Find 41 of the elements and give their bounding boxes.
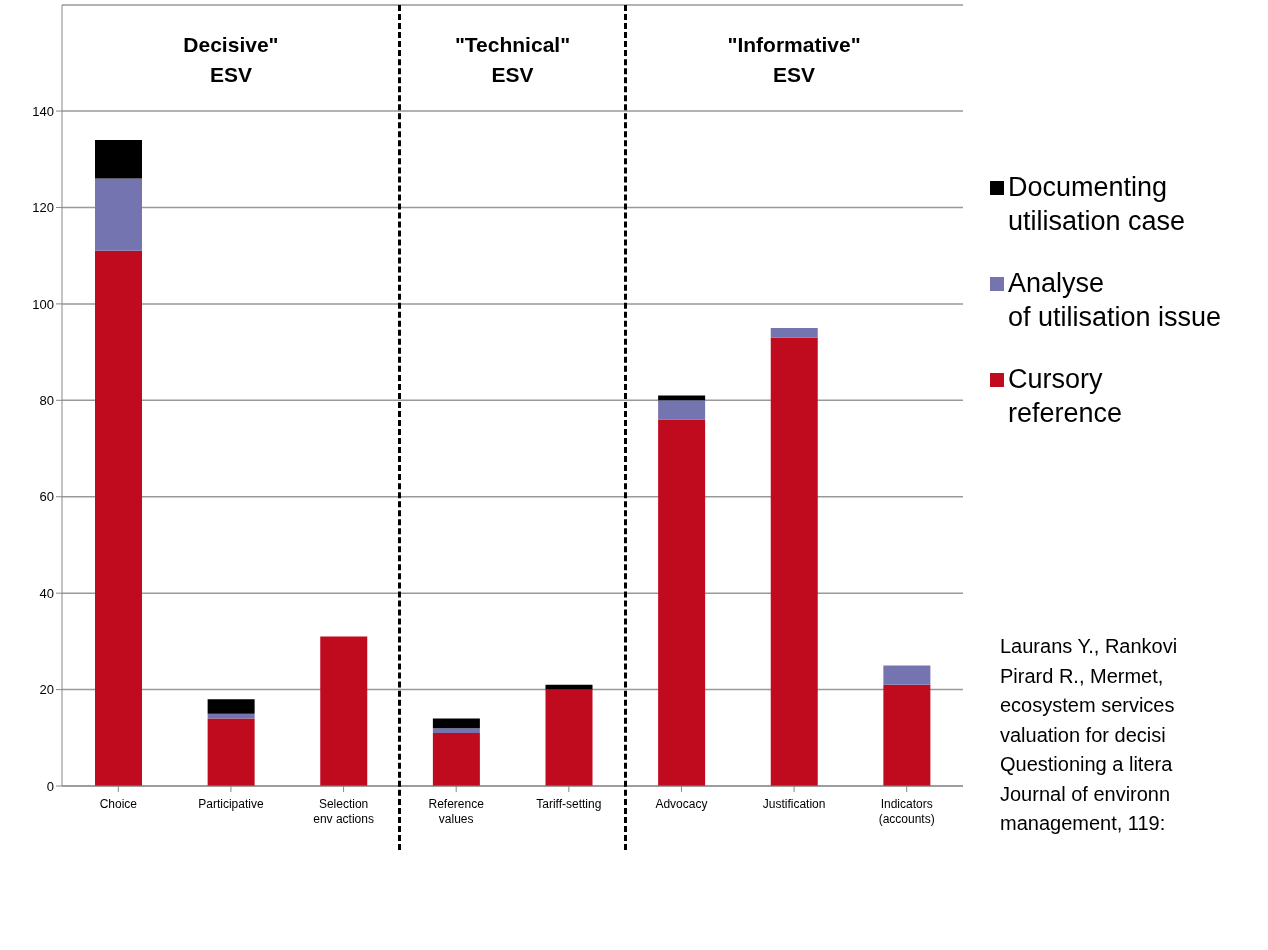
legend-label: Documenting utilisation case (1008, 171, 1186, 238)
y-tick-label: 60 (39, 489, 54, 505)
bar (770, 328, 818, 338)
annotation: Decisive" ESV (182, 32, 280, 88)
legend-label: Analyse of utilisation issue (1008, 267, 1222, 334)
bar (207, 718, 255, 786)
text: Laurans Y., Rankovi Pirard R., Mermet, ecosystem services valuation for decisi Questioning a litera Journal of environn management, 119: (1000, 634, 1178, 836)
bar (432, 728, 480, 733)
x-tick-label: Participative (198, 797, 264, 811)
y-tick-label: 120 (32, 200, 54, 216)
bar (432, 732, 480, 786)
y-tick-label: 0 (46, 778, 54, 794)
x-tick-label: Tariff-setting (536, 797, 602, 811)
bar (320, 636, 368, 786)
x-tick-label: Indicators (accounts) (878, 797, 935, 826)
annotation: "Technical" ESV (453, 32, 572, 88)
y-tick-label: 140 (32, 103, 54, 119)
bar (95, 139, 142, 179)
y-tick-label: 80 (39, 392, 54, 408)
bar (545, 684, 593, 690)
bar (770, 337, 818, 786)
bar (95, 178, 142, 251)
bar (95, 250, 142, 786)
x-tick-label: Selection env actions (313, 797, 374, 826)
x-tick-label: Justification (762, 797, 826, 811)
bar (883, 665, 931, 685)
bar (658, 400, 706, 420)
bar (545, 689, 593, 786)
x-tick-label: Advocacy (655, 797, 708, 811)
y-tick-label: 100 (32, 296, 54, 312)
bar (432, 718, 480, 729)
bar (658, 419, 706, 786)
x-tick-label: Choice (99, 797, 138, 811)
bar (207, 713, 255, 719)
bar (207, 699, 255, 714)
legend-label: Cursory reference (1008, 363, 1123, 430)
x-tick-label: Reference values (428, 797, 485, 826)
bar (883, 684, 931, 786)
annotation: "Informative" ESV (726, 32, 862, 88)
y-tick-label: 40 (39, 585, 54, 601)
y-tick-label: 20 (39, 682, 54, 698)
